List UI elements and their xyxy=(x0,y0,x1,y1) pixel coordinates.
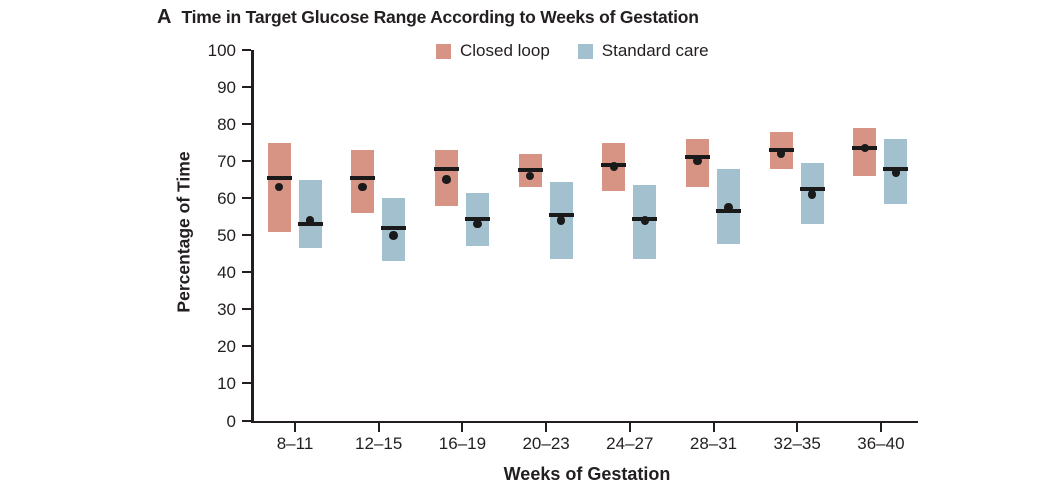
x-axis-tick xyxy=(879,423,882,432)
closed-loop-mean-8–11 xyxy=(274,182,284,192)
standard-care-mean-36–40 xyxy=(891,168,901,177)
legend-item-standard-care: Standard care xyxy=(577,41,709,61)
y-axis-line xyxy=(251,50,254,423)
legend-label-closed-loop: Closed loop xyxy=(460,41,550,60)
legend: Closed loop Standard care xyxy=(436,41,709,61)
y-axis-tick-label: 70 xyxy=(217,152,236,172)
standard-care-mean-24–27 xyxy=(640,216,650,225)
y-axis-tick-label: 10 xyxy=(217,374,236,394)
y-axis-tick-label: 0 xyxy=(226,411,236,431)
x-axis-tick-label: 28–31 xyxy=(689,434,738,453)
standard-care-median-16–19 xyxy=(464,216,490,221)
x-axis-tick xyxy=(712,423,715,432)
y-axis-tick xyxy=(242,160,251,163)
x-axis-title: Weeks of Gestation xyxy=(503,464,671,484)
x-axis-tick-label: 16–19 xyxy=(438,434,487,453)
y-axis-tick xyxy=(242,86,251,89)
x-axis-tick-label: 20–23 xyxy=(522,434,570,453)
y-axis-tick xyxy=(242,197,251,200)
legend-item-closed-loop: Closed loop xyxy=(436,41,550,61)
standard-care-swatch-icon xyxy=(577,43,593,59)
closed-loop-box-12–15 xyxy=(351,150,375,214)
closed-loop-mean-28–31 xyxy=(693,156,702,166)
y-axis-tick-label: 50 xyxy=(217,226,236,246)
panel-letter: A xyxy=(157,6,172,28)
x-axis-tick xyxy=(377,423,380,432)
x-axis-tick-label: 32–35 xyxy=(773,434,821,453)
y-axis-tick xyxy=(242,234,251,237)
y-axis-tick-label: 30 xyxy=(217,300,236,320)
standard-care-median-20–23 xyxy=(548,212,574,217)
standard-care-mean-28–31 xyxy=(724,203,733,212)
y-axis-tick-label: 100 xyxy=(207,41,236,60)
standard-care-mean-12–15 xyxy=(389,231,398,240)
y-axis-tick-label: 90 xyxy=(217,78,236,98)
standard-care-box-8–11 xyxy=(298,179,322,249)
x-axis-tick xyxy=(628,423,631,432)
x-axis-tick-label: 36–40 xyxy=(857,434,905,453)
standard-care-mean-16–19 xyxy=(473,219,482,229)
y-axis-tick-label: 40 xyxy=(217,263,236,283)
closed-loop-median-16–19 xyxy=(433,166,459,171)
y-axis-tick xyxy=(242,49,251,51)
legend-label-standard-care: Standard care xyxy=(601,41,709,60)
x-axis-tick xyxy=(294,423,296,432)
closed-loop-mean-32–35 xyxy=(776,149,786,158)
standard-care-median-12–15 xyxy=(381,225,407,230)
y-axis-tick-label: 60 xyxy=(217,189,236,209)
closed-loop-mean-16–19 xyxy=(442,175,451,184)
closed-loop-mean-24–27 xyxy=(609,162,619,171)
closed-loop-median-8–11 xyxy=(266,175,292,180)
x-axis-tick-label: 12–15 xyxy=(355,434,403,453)
x-axis-tick-label: 8–11 xyxy=(276,434,314,453)
y-axis-tick xyxy=(242,345,251,348)
y-axis-tick-label: 20 xyxy=(217,337,236,357)
standard-care-median-32–35 xyxy=(799,186,825,191)
y-axis-tick xyxy=(242,308,251,311)
closed-loop-mean-36–40 xyxy=(860,143,870,153)
y-axis-tick xyxy=(242,419,251,422)
closed-loop-mean-20–23 xyxy=(525,171,535,181)
standard-care-mean-20–23 xyxy=(556,216,566,225)
chart-title: Time in Target Glucose Range According t… xyxy=(181,7,699,27)
closed-loop-median-12–15 xyxy=(350,175,376,180)
x-axis-tick xyxy=(796,423,799,432)
closed-loop-median-20–23 xyxy=(517,168,543,173)
closed-loop-mean-12–15 xyxy=(358,182,367,192)
standard-care-mean-8–11 xyxy=(305,216,315,225)
closed-loop-swatch-icon xyxy=(436,43,451,59)
x-axis-tick-label: 24–27 xyxy=(606,434,654,453)
standard-care-mean-32–35 xyxy=(807,190,817,199)
y-axis-tick-label: 80 xyxy=(217,115,236,135)
figure-title-row: A Time in Target Glucose Range According … xyxy=(157,6,699,29)
y-axis-tick xyxy=(242,271,251,274)
x-axis-line xyxy=(251,420,918,423)
x-axis-tick xyxy=(461,423,464,432)
x-axis-tick xyxy=(545,423,548,432)
y-axis-tick xyxy=(242,382,251,385)
y-axis-tick xyxy=(242,123,251,126)
